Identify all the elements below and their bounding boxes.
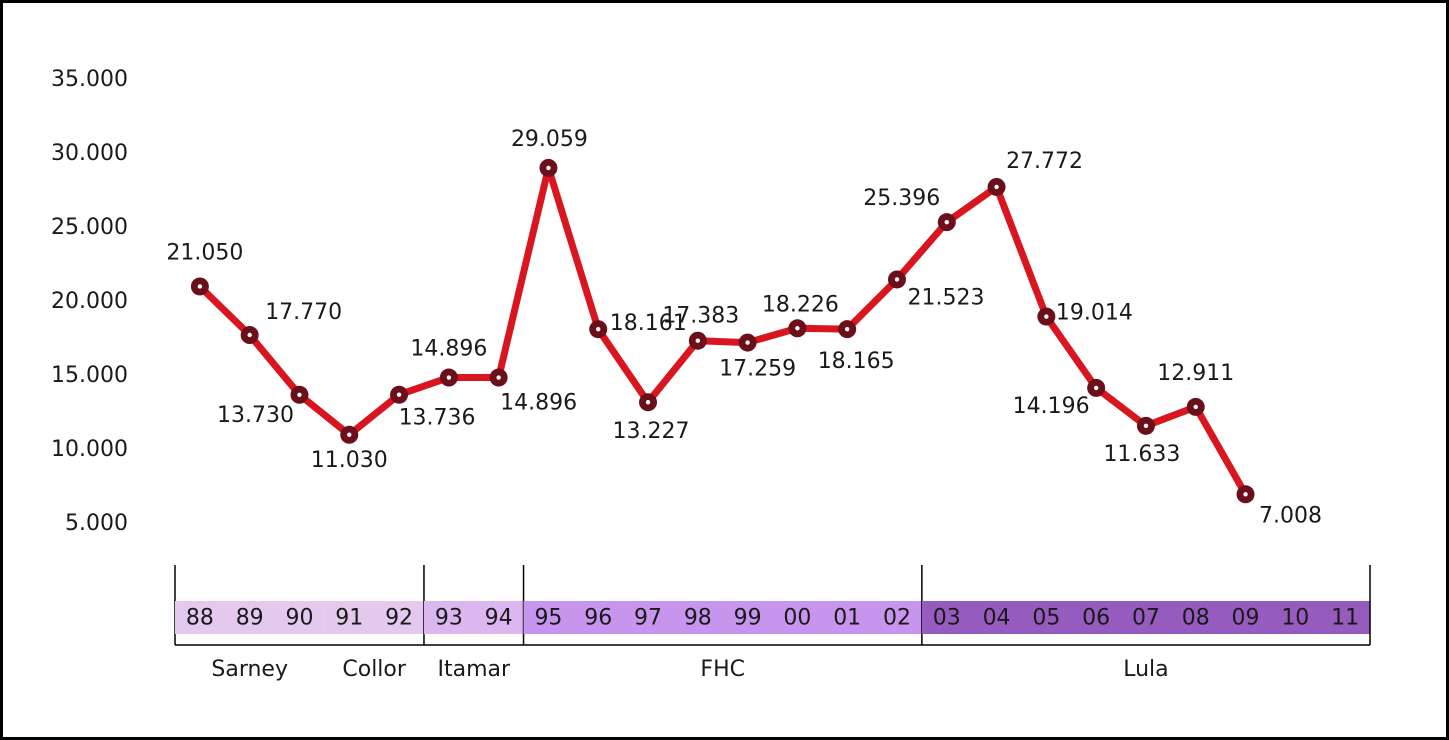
x-tick-label: 05 [1032,606,1060,631]
x-tick-label: 06 [1082,606,1110,631]
y-tick-label: 10.000 [51,437,128,462]
data-point-center [795,326,800,331]
data-label: 7.008 [1259,503,1322,528]
x-tick-label: 00 [783,606,811,631]
data-label: 12.911 [1157,361,1234,386]
data-point-center [645,400,651,405]
x-tick-label: 95 [534,606,562,631]
y-tick-label: 15.000 [51,363,128,388]
x-tick-label: 01 [833,606,861,631]
data-label: 29.059 [511,127,588,152]
y-tick-label: 35.000 [51,67,128,92]
data-point-center [546,165,551,171]
data-point-center [446,375,452,380]
data-label: 11.633 [1103,442,1180,467]
period-band [175,601,325,634]
data-label: 21.523 [907,285,984,310]
period-label: Sarney [211,657,288,682]
y-tick-label: 30.000 [51,141,128,166]
y-tick-label: 20.000 [51,289,128,314]
x-tick-label: 04 [983,606,1011,631]
data-point-center [496,375,501,380]
data-point-center [197,284,203,289]
data-point-center [745,340,750,345]
data-label: 18.161 [610,311,687,336]
data-point-center [247,332,252,338]
data-label: 14.196 [1013,394,1090,419]
data-line [197,164,1249,497]
x-tick-label: 90 [285,606,313,631]
data-point-center [894,277,900,282]
data-label: 27.772 [1006,149,1083,174]
x-tick-label: 93 [435,606,463,631]
data-point-center [297,392,302,397]
period-band [324,601,424,634]
x-tick-label: 03 [933,606,961,631]
data-point-center [1044,314,1049,319]
data-label: 18.165 [818,349,895,374]
data-label: 14.896 [500,391,577,416]
data-label: 17.383 [662,304,739,329]
data-point-center [1193,404,1198,410]
x-tick-label: 92 [385,606,413,631]
data-label: 11.030 [311,448,388,473]
data-label: 13.730 [217,403,294,428]
x-tick-label: 99 [734,606,762,631]
x-tick-label: 98 [684,606,712,631]
data-point-center [347,432,352,437]
x-tick-label: 02 [883,606,911,631]
data-label: 13.736 [399,406,476,431]
x-tick-label: 09 [1232,606,1260,631]
data-point-center [844,326,850,332]
x-tick-label: 89 [236,606,264,631]
data-point-center [396,392,402,397]
x-tick-label: 11 [1331,606,1359,631]
period-band [423,601,524,634]
data-label: 13.227 [613,419,690,444]
data-label: 18.226 [762,292,839,317]
period-label: Lula [1123,657,1168,682]
data-label: 25.396 [863,186,940,211]
data-label: 17.259 [719,357,796,382]
x-tick-label: 10 [1281,606,1309,631]
x-tick-label: 07 [1132,606,1160,631]
data-label: 21.050 [166,240,243,265]
data-label: 14.896 [410,337,487,362]
data-point-center [994,184,999,190]
x-tick-label: 94 [485,606,513,631]
y-tick-label: 5.000 [65,511,128,536]
data-point-center [596,327,601,332]
x-tick-label: 97 [634,606,662,631]
period-label: Collor [342,657,407,682]
x-tick-label: 91 [335,606,363,631]
period-band [921,601,1370,634]
data-point-center [1093,385,1099,391]
y-tick-label: 25.000 [51,215,128,240]
x-tick-label: 96 [584,606,612,631]
data-point-center [695,338,701,343]
x-tick-label: 88 [186,606,214,631]
data-label: 19.014 [1056,301,1133,326]
data-point-center [1243,492,1248,497]
x-tick-label: 08 [1182,606,1210,631]
period-band [523,601,922,634]
data-label: 17.770 [265,300,342,325]
period-label: FHC [700,657,745,682]
data-point-center [1143,423,1149,429]
period-label: Itamar [437,657,511,682]
data-point-center [944,219,949,225]
